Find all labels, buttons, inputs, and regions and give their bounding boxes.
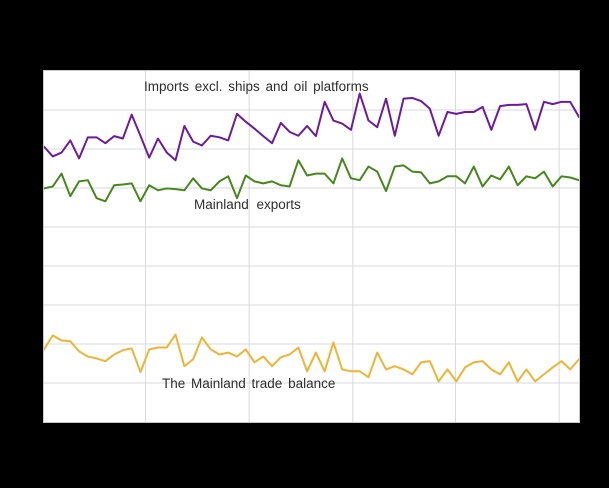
plot-area: Imports excl. ships and oil platforms Ma… bbox=[43, 70, 580, 423]
exports-line bbox=[44, 157, 579, 203]
balance-line bbox=[44, 333, 579, 383]
chart-canvas bbox=[44, 71, 579, 422]
imports-series-label: Imports excl. ships and oil platforms bbox=[144, 79, 369, 94]
exports-series-label: Mainland exports bbox=[194, 197, 301, 212]
balance-series-label: The Mainland trade balance bbox=[162, 376, 336, 391]
imports-line bbox=[44, 92, 579, 162]
